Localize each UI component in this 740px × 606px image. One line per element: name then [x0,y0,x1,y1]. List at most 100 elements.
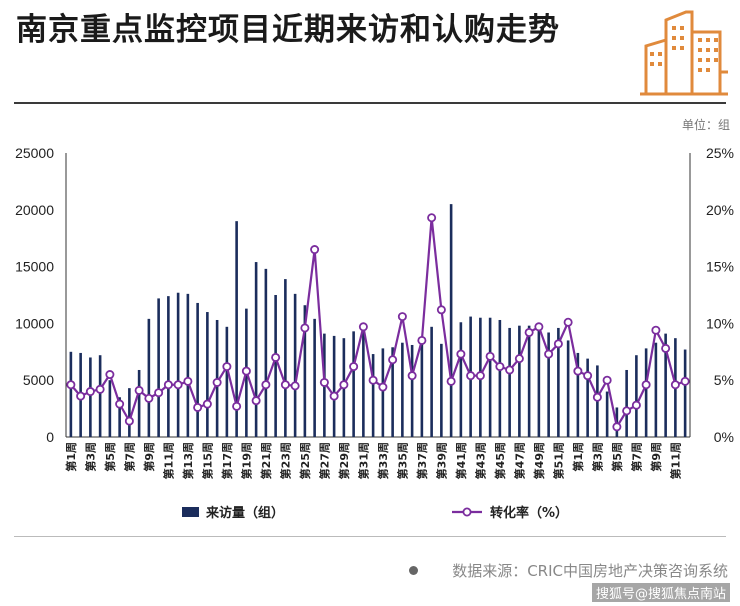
rate-point [232,401,242,411]
rate-point [173,380,183,390]
rate-point [436,305,446,315]
x-tick-label: 第33周 [376,442,390,479]
rate-point [319,377,329,387]
rate-point [592,392,602,402]
y-left-tick-label: 5000 [23,372,54,388]
source-text: 数据来源：CRIC中国房地产决策咨询系统 [452,562,728,580]
bar [498,319,502,437]
rate-point [573,366,583,376]
x-tick-label: 第1周 [64,442,78,472]
bar [167,296,170,437]
y-left-tick-label: 10000 [15,315,54,331]
x-tick-label: 第11周 [161,442,175,479]
x-tick-label: 第1周 [571,442,585,472]
rate-point [144,393,154,403]
rate-point [378,382,388,392]
bar [410,344,414,437]
bar [488,317,492,437]
bar [108,380,112,437]
bar [557,327,560,437]
rate-point [368,375,378,385]
rate-point [534,322,544,332]
rate-point [358,322,368,332]
x-tick-label: 第13周 [181,442,195,479]
rate-point [514,354,524,364]
legend-line-label: 转化率（%） [490,505,568,521]
bar [566,340,570,437]
x-tick-label: 第27周 [317,442,331,479]
bar [537,326,541,437]
bar [98,355,102,437]
bar [459,322,463,437]
bar [284,279,287,437]
y-right-tick-label: 0% [714,429,734,445]
rate-point [553,339,563,349]
rate-point [310,245,320,255]
rate-point [622,406,632,416]
rate-point [261,380,271,390]
bar [303,305,307,437]
rate-point [163,380,173,390]
bar [196,302,199,437]
x-tick-label: 第37周 [415,442,429,479]
x-tick-label: 第47周 [512,442,526,479]
rate-point [661,343,671,353]
bar [157,298,160,437]
footer-divider [14,536,726,537]
rate-point [76,391,86,401]
rate-point [475,371,485,381]
rate-point [407,371,417,381]
x-tick-label: 第5周 [103,442,117,472]
rate-point [388,355,398,365]
x-tick-label: 第17周 [220,442,234,479]
bar [118,397,121,437]
x-tick-label: 第31周 [356,442,370,479]
bar [518,325,521,437]
bar [332,335,336,437]
rate-point [212,377,222,387]
bar [69,351,73,437]
bar [508,327,511,437]
source-note: 数据来源：CRIC中国房地产决策咨询系统 [409,560,728,581]
bar [644,348,648,437]
x-tick-label: 第25周 [298,442,312,479]
rate-point [612,422,622,432]
x-tick-label: 第39周 [434,442,448,479]
bar [352,331,355,437]
x-tick-label: 第15周 [200,442,214,479]
combo-chart: 0 0% 5000 5% 10000 10% 15000 15% 20000 20% 25000 25… [15,145,734,521]
x-tick-label: 第41周 [454,442,468,479]
x-tick-label: 第3周 [83,442,97,472]
y-right-tick-label: 10% [706,315,734,331]
bar [225,326,229,437]
bar [391,347,394,437]
unit-label: 单位：组 [681,118,730,132]
bar [664,333,667,437]
page-title: 南京重点监控项目近期来访和认购走势 [16,12,560,48]
rate-point [115,399,125,409]
rate-line [70,217,686,430]
bar [586,358,589,437]
bar [128,388,131,437]
bar [420,339,424,437]
bar [206,312,209,437]
rate-point [290,381,300,391]
x-tick-label: 第3周 [590,442,604,472]
x-tick-label: 第11周 [668,442,682,479]
legend-bar-swatch [182,507,199,517]
bullet-icon [409,566,419,575]
rate-point [397,312,407,322]
y-left-tick-label: 0 [46,429,54,445]
bar [625,369,628,437]
rate-point [446,376,456,386]
rate-point [124,416,134,426]
x-tick-label: 第49周 [532,442,546,479]
x-tick-label: 第23周 [278,442,292,479]
bar [235,221,238,437]
rate-point [300,323,310,333]
rate-point [241,366,251,376]
rate-point [456,349,466,359]
rate-point [466,371,476,381]
rate-point [154,388,164,398]
bar [89,357,92,437]
